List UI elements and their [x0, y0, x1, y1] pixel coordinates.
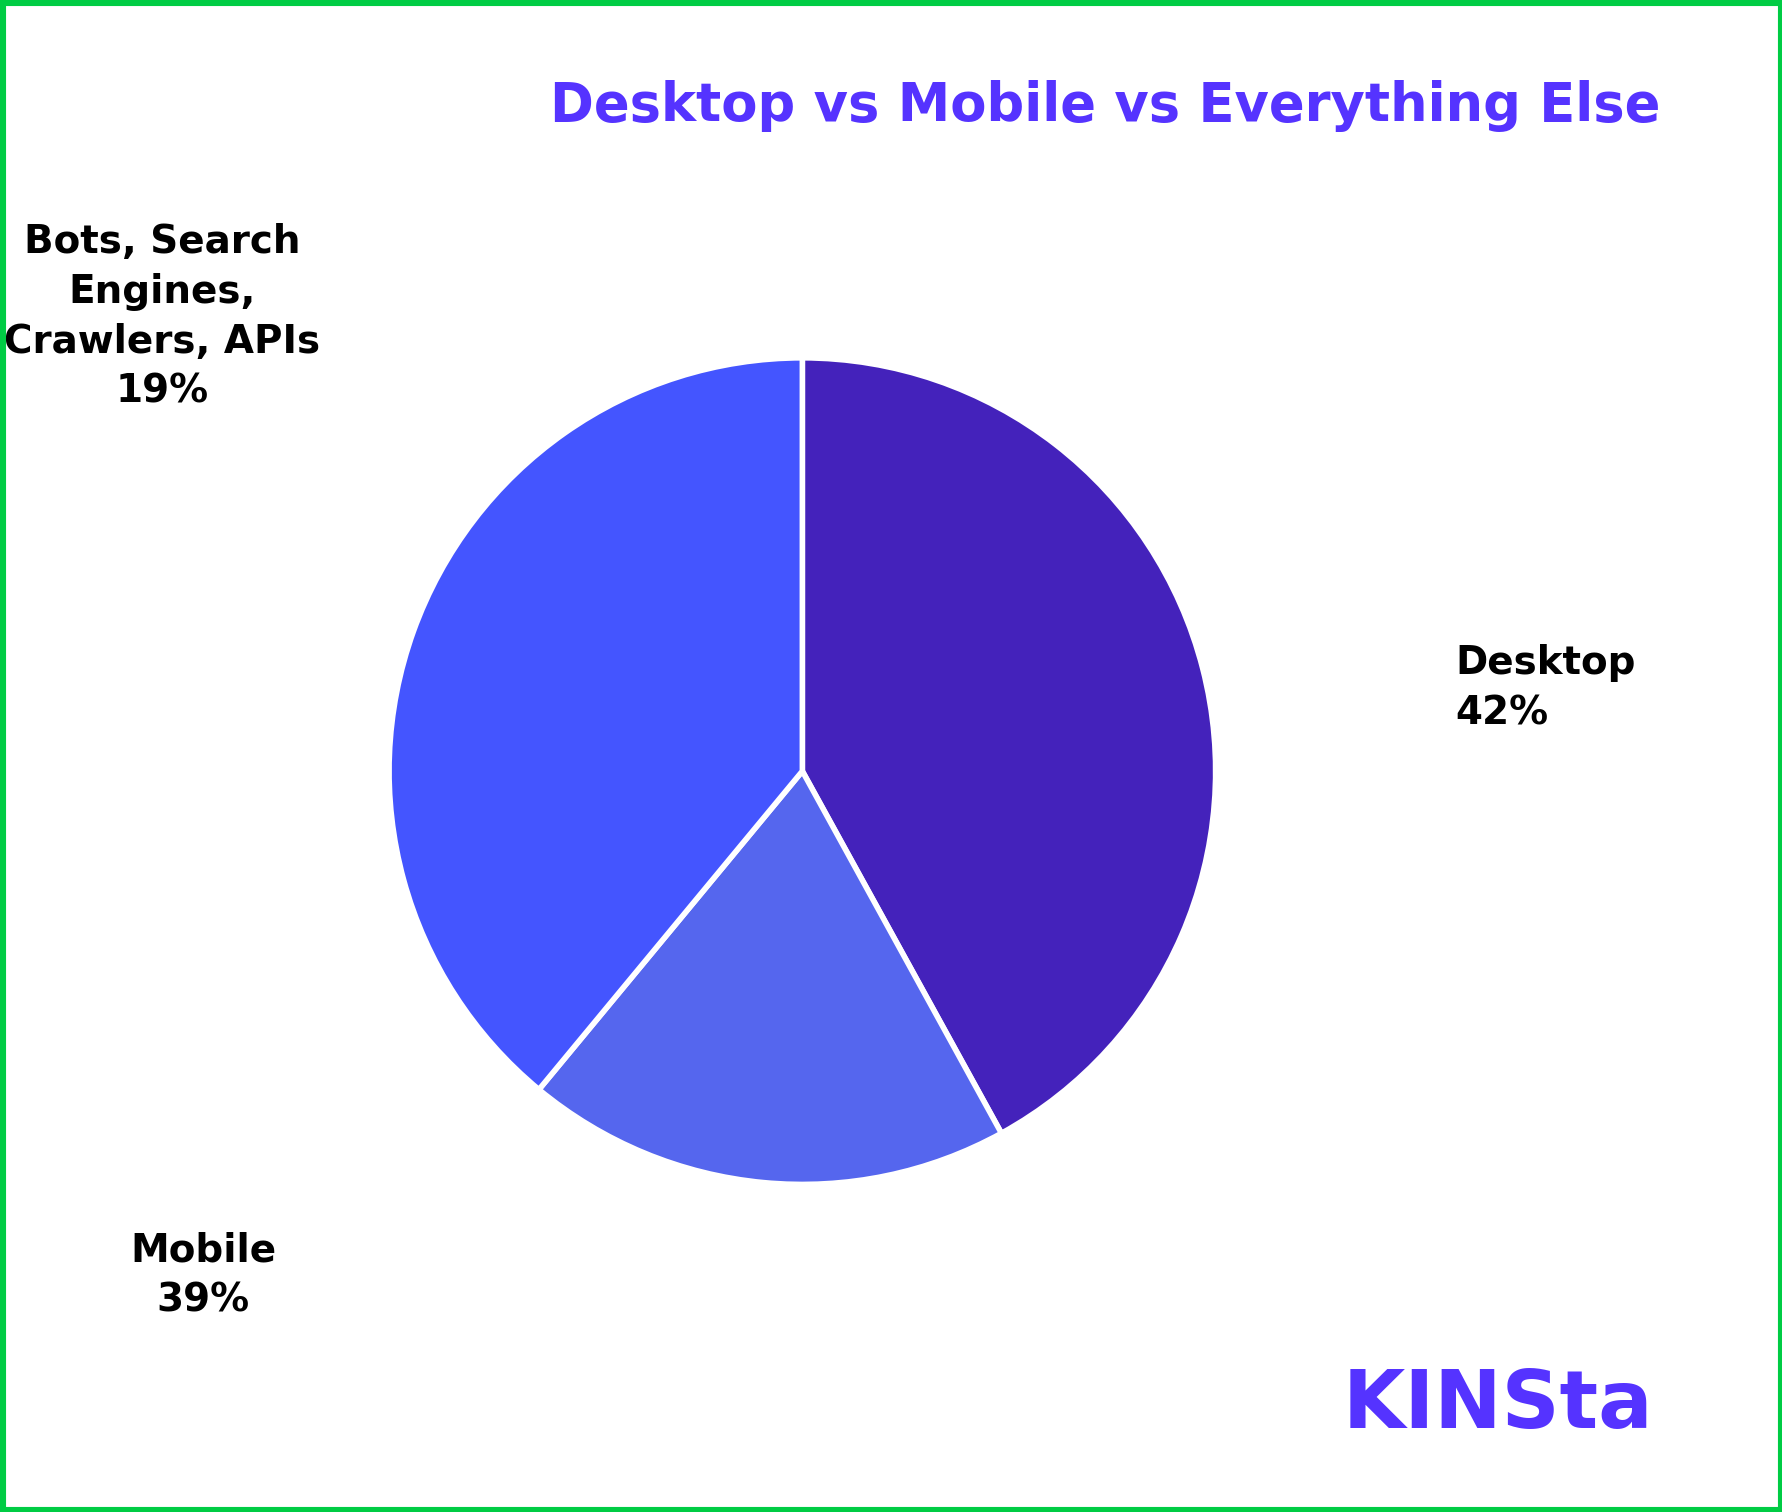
Wedge shape	[802, 358, 1215, 1134]
Text: Bots, Search
Engines,
Crawlers, APIs
19%: Bots, Search Engines, Crawlers, APIs 19%	[4, 222, 319, 411]
Text: Mobile
39%: Mobile 39%	[130, 1231, 276, 1320]
Text: Desktop
42%: Desktop 42%	[1454, 644, 1634, 732]
Text: KINSta: KINSta	[1342, 1367, 1652, 1445]
Wedge shape	[538, 771, 1001, 1184]
Text: Desktop vs Mobile vs Everything Else: Desktop vs Mobile vs Everything Else	[551, 80, 1659, 132]
Wedge shape	[388, 358, 802, 1090]
